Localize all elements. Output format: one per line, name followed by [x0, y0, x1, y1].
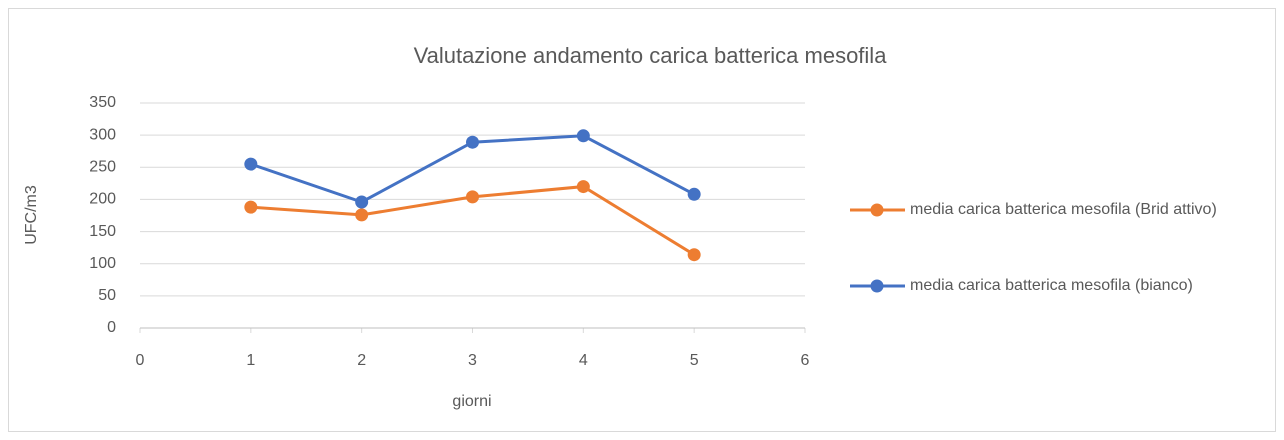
x-tick-label: 2	[357, 352, 366, 369]
y-axis-label: UFC/m3	[23, 185, 40, 245]
x-axis-label: giorni	[452, 393, 491, 410]
point	[687, 187, 701, 201]
legend-marker	[870, 203, 884, 217]
point	[576, 180, 590, 194]
x-tick-label: 6	[801, 352, 810, 369]
point	[355, 195, 369, 209]
legend-label: media carica batterica mesofila (Brid at…	[910, 201, 1217, 218]
y-tick-label: 350	[89, 94, 116, 111]
chart-border	[8, 8, 1276, 432]
y-tick-label: 300	[89, 126, 116, 143]
chart-title: Valutazione andamento carica batterica m…	[414, 43, 888, 68]
y-tick-label: 100	[89, 255, 116, 272]
x-tick-label: 4	[579, 352, 588, 369]
x-tick-label: 0	[136, 352, 145, 369]
y-tick-label: 50	[98, 287, 116, 304]
y-tick-label: 150	[89, 223, 116, 240]
y-tick-label: 250	[89, 159, 116, 176]
legend-marker	[870, 279, 884, 293]
y-tick-label: 200	[89, 191, 116, 208]
point	[244, 200, 258, 214]
point	[244, 157, 258, 171]
y-tick-label: 0	[107, 319, 116, 336]
point	[466, 135, 479, 149]
point	[687, 248, 701, 262]
legend-label: media carica batterica mesofila (bianco)	[910, 277, 1193, 294]
point	[576, 129, 590, 143]
point	[466, 190, 479, 204]
x-tick-label: 1	[246, 352, 255, 369]
point	[355, 208, 369, 222]
x-tick-label: 5	[690, 352, 699, 369]
x-tick-label: 3	[468, 352, 477, 369]
